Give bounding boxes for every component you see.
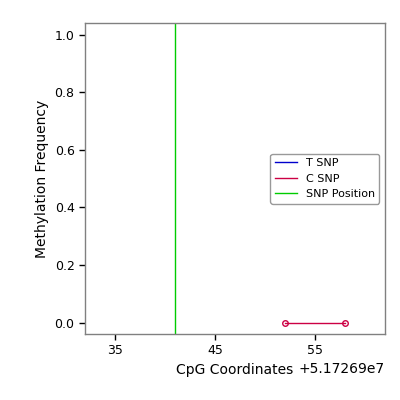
Legend: T SNP, C SNP, SNP Position: T SNP, C SNP, SNP Position bbox=[270, 154, 380, 204]
Y-axis label: Methylation Frequency: Methylation Frequency bbox=[35, 99, 49, 258]
X-axis label: CpG Coordinates: CpG Coordinates bbox=[176, 363, 294, 377]
